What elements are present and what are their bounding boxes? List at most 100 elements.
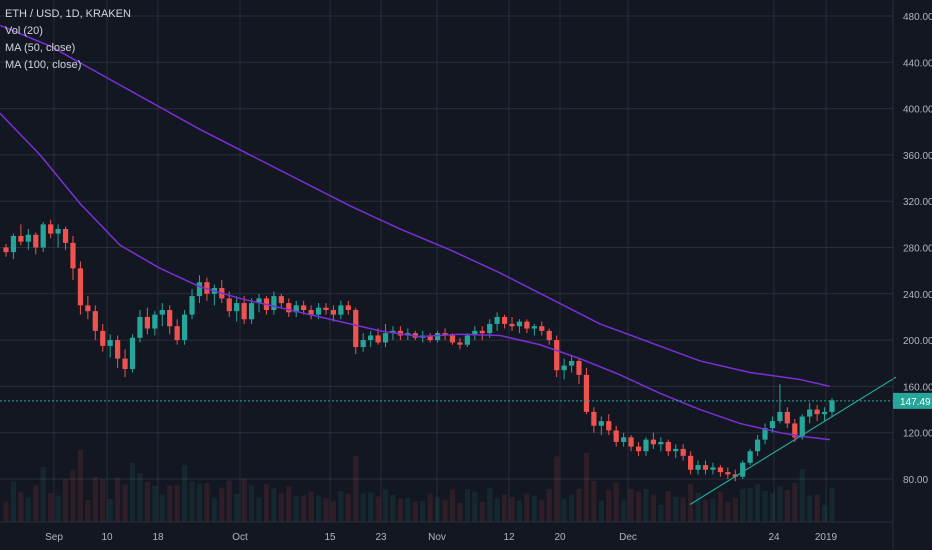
- volume-bar: [814, 494, 820, 522]
- volume-bar: [449, 489, 456, 522]
- ma100-indicator-label[interactable]: MA (100, close): [5, 59, 82, 71]
- candle-body: [561, 365, 567, 371]
- volume-bar: [286, 486, 292, 522]
- volume-bar: [48, 493, 54, 522]
- volume-bar: [70, 469, 76, 522]
- y-tick-label: 80.00: [903, 475, 928, 486]
- candle-body: [472, 330, 478, 336]
- candle-body: [747, 451, 753, 463]
- y-tick-label: 200.00: [903, 336, 932, 347]
- volume-bar: [680, 497, 686, 522]
- candle-body: [643, 439, 649, 452]
- candle-body: [695, 465, 701, 470]
- volume-indicator-label[interactable]: Vol (20): [5, 25, 43, 37]
- candle-body: [293, 305, 299, 313]
- volume-bar: [241, 478, 247, 522]
- candle-body: [688, 455, 694, 470]
- time-axis[interactable]: Sep 10 18 Oct 15 23 Nov 12 20 Dec 24 2019: [45, 532, 837, 543]
- candle-body: [152, 314, 158, 329]
- volume-bar: [167, 485, 173, 522]
- candle-body: [115, 340, 121, 359]
- candle-body: [107, 340, 113, 346]
- volume-bar: [174, 484, 180, 522]
- candle-body: [33, 234, 39, 248]
- x-tick-label: Nov: [428, 532, 446, 543]
- trendline[interactable]: [689, 376, 897, 505]
- candle-body: [799, 416, 805, 438]
- volume-bar: [434, 497, 441, 522]
- volume-bar: [479, 501, 485, 522]
- volume-bar: [77, 449, 84, 522]
- candle-body: [3, 247, 9, 253]
- candle-body: [55, 228, 61, 234]
- candle-body: [122, 358, 128, 370]
- candle-body: [479, 330, 485, 334]
- volume-bar: [576, 488, 582, 522]
- candle-body: [338, 305, 344, 315]
- volume-bar: [248, 485, 255, 522]
- volume-bar: [472, 491, 478, 522]
- candle-body: [769, 421, 776, 429]
- ma50-indicator-label[interactable]: MA (50, close): [5, 42, 76, 54]
- volume-bar: [144, 482, 150, 522]
- volume-bar: [643, 489, 649, 522]
- volume-bar: [115, 477, 121, 522]
- candle-body: [189, 296, 195, 315]
- chart-legend: ETH / USD, 1D, KRAKEN Vol (20) MA (50, c…: [5, 6, 131, 74]
- volume-bar: [546, 489, 552, 522]
- candle-body: [487, 323, 493, 334]
- candle-body: [234, 303, 240, 312]
- volume-bar: [263, 484, 270, 522]
- y-tick-label: 480.00: [903, 12, 932, 23]
- candle-body: [829, 400, 835, 412]
- moving-average-lines: [0, 24, 831, 441]
- candle-body: [658, 441, 664, 445]
- candle-body: [777, 411, 783, 422]
- candle-body: [457, 342, 463, 345]
- candle-body: [792, 423, 798, 438]
- volume-bar: [100, 479, 106, 522]
- volume-bar: [516, 500, 523, 522]
- volume-bar: [152, 485, 158, 522]
- candle-body: [613, 430, 619, 442]
- trendline-segment[interactable]: [689, 376, 897, 505]
- volume-bar: [33, 485, 39, 522]
- y-tick-label: 120.00: [903, 429, 932, 440]
- candle-body: [501, 316, 508, 324]
- volume-bar: [621, 499, 627, 522]
- candle-body: [360, 340, 366, 348]
- candle-body: [301, 305, 307, 311]
- volume-bar: [159, 494, 165, 522]
- volume-bar: [10, 481, 17, 522]
- candle-body: [821, 411, 828, 415]
- candle-body: [226, 298, 232, 312]
- volume-bar: [368, 492, 374, 522]
- volume-bar: [442, 499, 448, 522]
- volume-bar: [345, 493, 351, 522]
- candle-body: [442, 333, 448, 336]
- candle-body: [449, 335, 456, 343]
- volume-bar: [792, 482, 798, 522]
- candle-body: [576, 360, 582, 375]
- volume-bar: [554, 456, 560, 522]
- candle-body: [62, 228, 69, 243]
- candle-body: [85, 305, 91, 312]
- x-tick-label: Oct: [232, 532, 248, 543]
- candle-body: [464, 335, 470, 345]
- volume-bar: [710, 498, 716, 522]
- symbol-title[interactable]: ETH / USD, 1D, KRAKEN: [5, 8, 131, 20]
- volume-bar: [211, 498, 217, 522]
- candle-body: [554, 340, 560, 371]
- candle-body: [308, 310, 314, 315]
- candle-body: [814, 409, 820, 415]
- candle-body: [568, 360, 575, 366]
- volume-bar: [673, 496, 679, 522]
- volume-bar: [740, 488, 746, 522]
- candle-body: [196, 282, 203, 297]
- volume-bar: [137, 473, 143, 522]
- volume-bar: [821, 504, 828, 522]
- volume-bar: [539, 499, 545, 522]
- y-tick-label: 360.00: [903, 151, 932, 162]
